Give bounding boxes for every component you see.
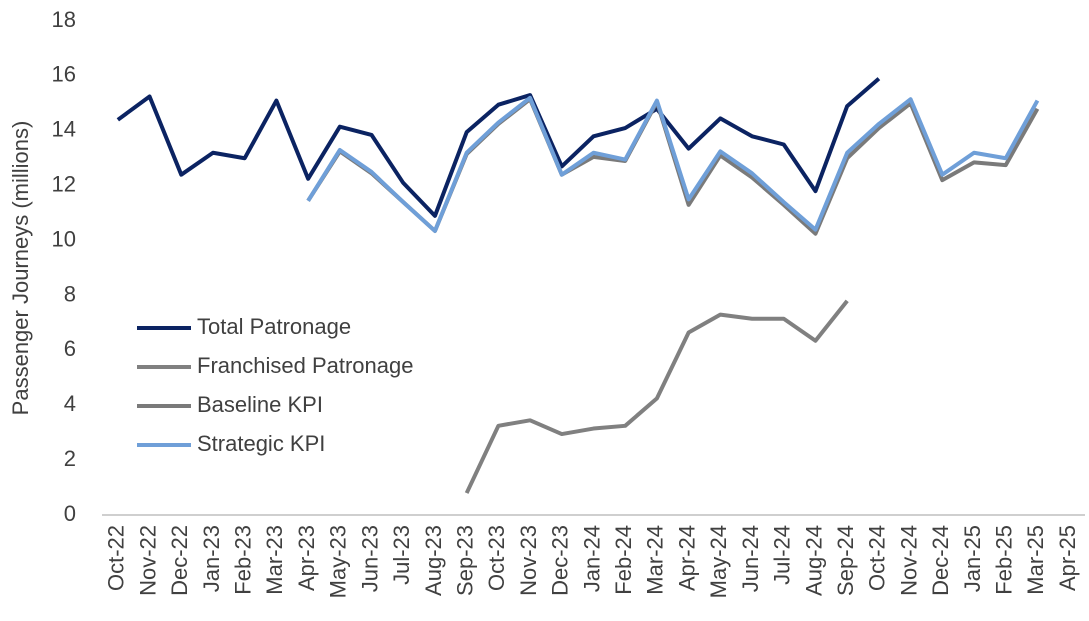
- legend-label: Baseline KPI: [197, 392, 323, 417]
- y-tick-label: 2: [64, 446, 76, 471]
- x-tick-label: Oct-22: [104, 525, 129, 591]
- x-tick-label: Jan-24: [579, 525, 604, 592]
- series-line: [116, 77, 881, 218]
- y-tick-label: 0: [64, 501, 76, 526]
- x-tick-label: Apr-23: [294, 525, 319, 591]
- x-tick-label: Sep-23: [452, 525, 477, 596]
- y-tick-label: 8: [64, 281, 76, 306]
- x-tick-label: Nov-23: [516, 525, 541, 596]
- x-tick-label: Apr-24: [674, 525, 699, 591]
- x-tick-label: Dec-23: [548, 525, 573, 596]
- x-tick-label: Feb-25: [992, 525, 1017, 595]
- x-tick-label: May-24: [706, 525, 731, 598]
- x-tick-label: Dec-22: [167, 525, 192, 596]
- x-tick-label: Feb-23: [231, 525, 256, 595]
- series-line: [306, 95, 1040, 233]
- y-tick-label: 16: [52, 62, 76, 87]
- x-tick-label: Nov-22: [135, 525, 160, 596]
- y-tick-label: 12: [52, 171, 76, 196]
- x-tick-label: Mar-25: [1023, 525, 1048, 595]
- legend-label: Franchised Patronage: [197, 353, 413, 378]
- x-tick-label: Aug-24: [801, 525, 826, 596]
- y-axis-label: Passenger Journeys (millions): [8, 121, 33, 416]
- x-tick-label: Apr-25: [1055, 525, 1080, 591]
- x-tick-label: Jan-23: [199, 525, 224, 592]
- x-tick-label: Jul-24: [770, 525, 795, 585]
- x-tick-label: Jun-23: [357, 525, 382, 592]
- y-tick-label: 6: [64, 336, 76, 361]
- x-tick-label: Oct-23: [484, 525, 509, 591]
- x-tick-label: Mar-24: [643, 525, 668, 595]
- y-tick-label: 14: [52, 117, 76, 142]
- x-tick-label: May-23: [326, 525, 351, 598]
- x-tick-label: Nov-24: [896, 525, 921, 596]
- x-tick-label: Oct-24: [865, 525, 890, 591]
- legend-label: Strategic KPI: [197, 431, 325, 456]
- x-tick-label: Sep-24: [833, 525, 858, 596]
- y-tick-label: 4: [64, 391, 76, 416]
- x-tick-label: Aug-23: [421, 525, 446, 596]
- x-tick-label: Dec-24: [928, 525, 953, 596]
- y-tick-label: 18: [52, 7, 76, 32]
- x-tick-label: Feb-24: [611, 525, 636, 595]
- x-tick-label: Mar-23: [262, 525, 287, 595]
- x-tick-label: Jan-25: [960, 525, 985, 592]
- y-tick-label: 10: [52, 226, 76, 251]
- series-line: [464, 299, 849, 494]
- x-tick-label: Jun-24: [738, 525, 763, 592]
- x-tick-label: Jul-23: [389, 525, 414, 585]
- legend-label: Total Patronage: [197, 314, 351, 339]
